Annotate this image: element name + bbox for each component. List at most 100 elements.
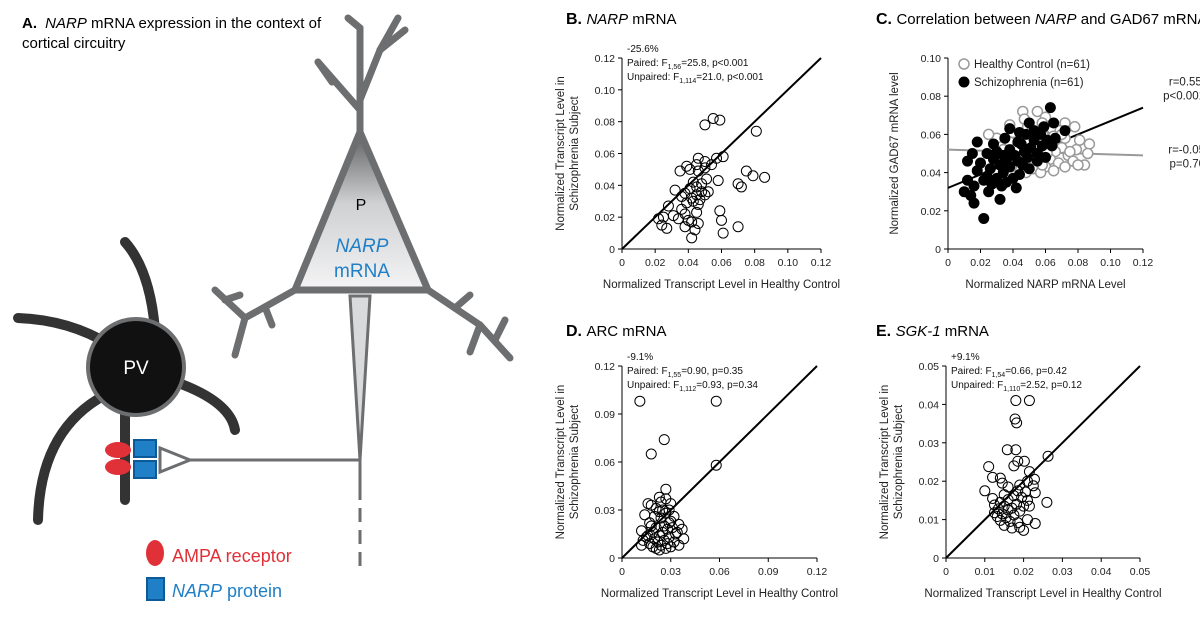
data-point [1004, 516, 1016, 528]
panel-b-title: B. NARP mRNA [566, 11, 676, 28]
stats-post: =21.0, p<0.001 [696, 72, 764, 83]
panel-a-title-line2: cortical circuitry [22, 35, 126, 52]
panel-e-sgk1-scatter: E. SGK-1 mRNA 0 0.01 0.02 0.03 0.04 0.05 0 0.01 0… [876, 323, 1162, 600]
x-tick-label: 0.09 [758, 566, 779, 578]
stats-pre: Paired: F [951, 366, 992, 377]
panel-d-arc-scatter: D. ARC mRNA 0 0.03 0.06 0.09 0.12 0 0.03 0.06 0.0… [555, 323, 838, 600]
data-point [1069, 121, 1081, 133]
panel-b-label: B. [566, 11, 586, 28]
y-tick-label: 0.06 [921, 129, 942, 141]
y-tick-label: 0 [935, 244, 941, 256]
data-point [658, 434, 670, 446]
data-point [1022, 151, 1034, 163]
data-point [732, 221, 744, 233]
data-point [706, 159, 718, 171]
data-point [678, 533, 690, 545]
y-axis-label: Schizophrenia Subject [569, 95, 581, 210]
data-point [1004, 123, 1016, 135]
data-point [1000, 512, 1012, 524]
panel-a: A. NARP mRNA expression in the context o… [13, 14, 514, 601]
stats-pre: Paired: F [627, 366, 668, 377]
x-tick-label: 0.03 [1052, 566, 1073, 578]
y-axis-label: Schizophrenia Subject [893, 404, 905, 519]
data-point [1083, 138, 1096, 150]
y-tick-label: 0.05 [919, 361, 940, 373]
pyramidal-axon [158, 294, 372, 566]
stats-line: Unpaired: F1,114=21.0, p<0.001 [627, 72, 764, 85]
data-point [699, 162, 711, 174]
data-point [663, 517, 675, 529]
data-point [714, 114, 726, 126]
data-point [702, 186, 714, 198]
x-tick-label: 0.02 [970, 257, 991, 269]
legend-label: Healthy Control (n=61) [974, 59, 1090, 71]
data-point [989, 507, 1000, 519]
title-text: Correlation between [896, 11, 1034, 28]
narp-legend-label: NARP protein [172, 581, 282, 601]
narp-legend-icon [146, 577, 165, 601]
data-point [991, 511, 1003, 523]
soma-mrna-label: mRNA [334, 261, 390, 282]
data-point [1059, 125, 1071, 137]
y-tick-label: 0.10 [921, 53, 942, 65]
data-point [717, 151, 729, 163]
stats-post: =25.8, p<0.001 [681, 58, 749, 69]
stats-line: -9.1% [627, 352, 653, 363]
data-point [1010, 182, 1022, 194]
data-point [1014, 505, 1026, 517]
panel-c-title: C. Correlation between NARP and GAD67 mR… [876, 11, 1200, 28]
data-point [714, 205, 726, 217]
data-point [1018, 524, 1030, 536]
data-point [694, 194, 706, 206]
data-point [679, 221, 691, 233]
data-point [1001, 444, 1013, 456]
data-point [1023, 163, 1035, 175]
y-axis-label: Schizophrenia Subject [569, 404, 581, 519]
x-axis-label: Normalized NARP mRNA Level [965, 279, 1125, 291]
y-tick-label: 0.09 [595, 409, 616, 421]
data-point [999, 132, 1011, 144]
data-point [966, 148, 978, 159]
data-point [994, 193, 1006, 205]
x-tick-label: 0 [945, 257, 951, 269]
data-point [1018, 455, 1030, 467]
data-point [1002, 481, 1014, 493]
title-gene: NARP [1035, 11, 1077, 28]
stats-sub: 1,54 [992, 372, 1006, 379]
data-point [716, 214, 727, 226]
x-tick-label: 0 [943, 566, 949, 578]
y-tick-label: 0.08 [921, 91, 942, 103]
x-tick-label: 0 [619, 257, 625, 269]
data-point [662, 200, 674, 212]
data-point [665, 498, 677, 510]
data-point [750, 125, 762, 137]
data-point [1059, 161, 1071, 173]
stats-line: -25.6% [627, 44, 659, 55]
stats-sub: 1,114 [679, 78, 696, 85]
y-tick-label: 0.04 [919, 399, 940, 411]
stats-post: =0.93, p=0.34 [696, 380, 758, 391]
data-point [994, 472, 1006, 484]
data-point [650, 502, 662, 514]
data-point [998, 500, 1010, 512]
data-point [636, 525, 647, 537]
data-point [662, 538, 673, 550]
legend-label: Schizophrenia (n=61) [974, 77, 1084, 89]
legend-marker [958, 76, 970, 88]
identity-line [621, 57, 822, 250]
fit-annotation: r=0.55, [1169, 77, 1200, 89]
basal-dendrite-left [211, 286, 299, 359]
data-point [686, 216, 698, 228]
x-tick-label: 0.06 [711, 257, 732, 269]
x-tick-label: 0.02 [1013, 566, 1034, 578]
panel-c-correlation-scatter: C. Correlation between NARP and GAD67 mR… [876, 11, 1200, 291]
data-point [689, 224, 701, 236]
data-point [657, 211, 669, 223]
data-point [1020, 128, 1032, 140]
data-point [692, 218, 704, 230]
data-point [634, 395, 646, 407]
data-point [747, 170, 759, 182]
panel-a-title: A. NARP mRNA expression in the context o… [22, 15, 322, 32]
stats-sub: 1,55 [668, 372, 682, 379]
